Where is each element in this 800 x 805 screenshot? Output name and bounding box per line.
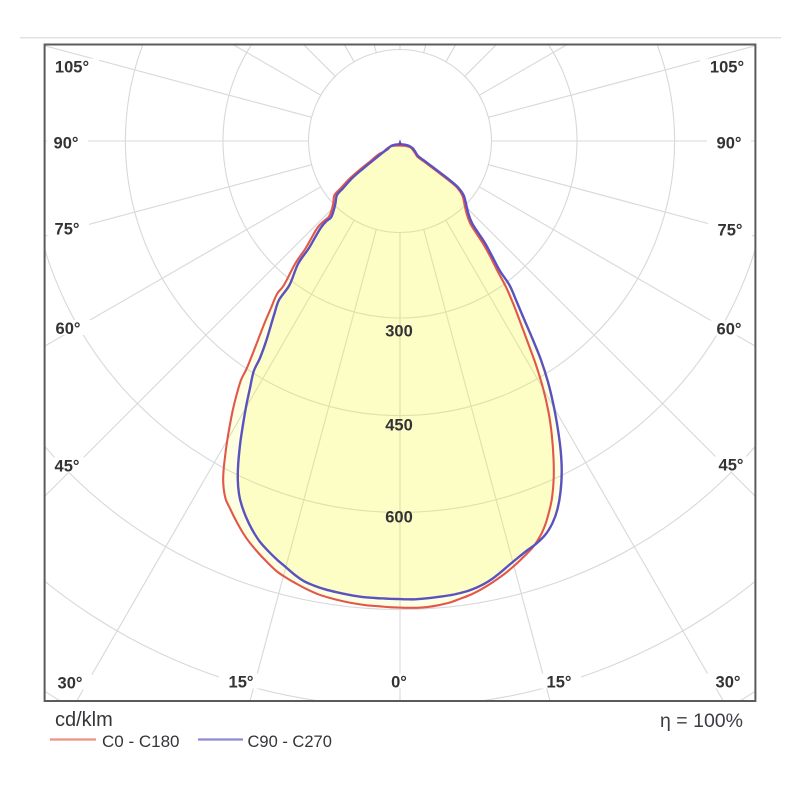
svg-text:30°: 30° bbox=[716, 673, 741, 691]
svg-text:300: 300 bbox=[385, 322, 413, 340]
svg-text:45°: 45° bbox=[55, 457, 80, 475]
svg-text:15°: 15° bbox=[547, 673, 572, 691]
svg-text:15°: 15° bbox=[229, 673, 254, 691]
svg-text:90°: 90° bbox=[717, 134, 742, 152]
svg-text:105°: 105° bbox=[710, 58, 744, 76]
svg-text:60°: 60° bbox=[56, 320, 81, 338]
svg-text:0°: 0° bbox=[391, 673, 407, 691]
svg-text:30°: 30° bbox=[58, 674, 83, 692]
svg-text:η = 100%: η = 100% bbox=[660, 710, 743, 732]
svg-text:45°: 45° bbox=[719, 456, 744, 474]
svg-text:cd/klm: cd/klm bbox=[55, 709, 113, 731]
svg-text:C0 - C180: C0 - C180 bbox=[102, 732, 179, 751]
svg-text:75°: 75° bbox=[55, 220, 80, 238]
svg-text:105°: 105° bbox=[55, 58, 89, 76]
svg-text:600: 600 bbox=[385, 508, 413, 526]
svg-text:C90 - C270: C90 - C270 bbox=[248, 733, 332, 751]
svg-text:90°: 90° bbox=[54, 134, 79, 152]
svg-text:450: 450 bbox=[385, 416, 413, 434]
svg-text:60°: 60° bbox=[717, 320, 742, 338]
svg-text:75°: 75° bbox=[718, 221, 743, 239]
